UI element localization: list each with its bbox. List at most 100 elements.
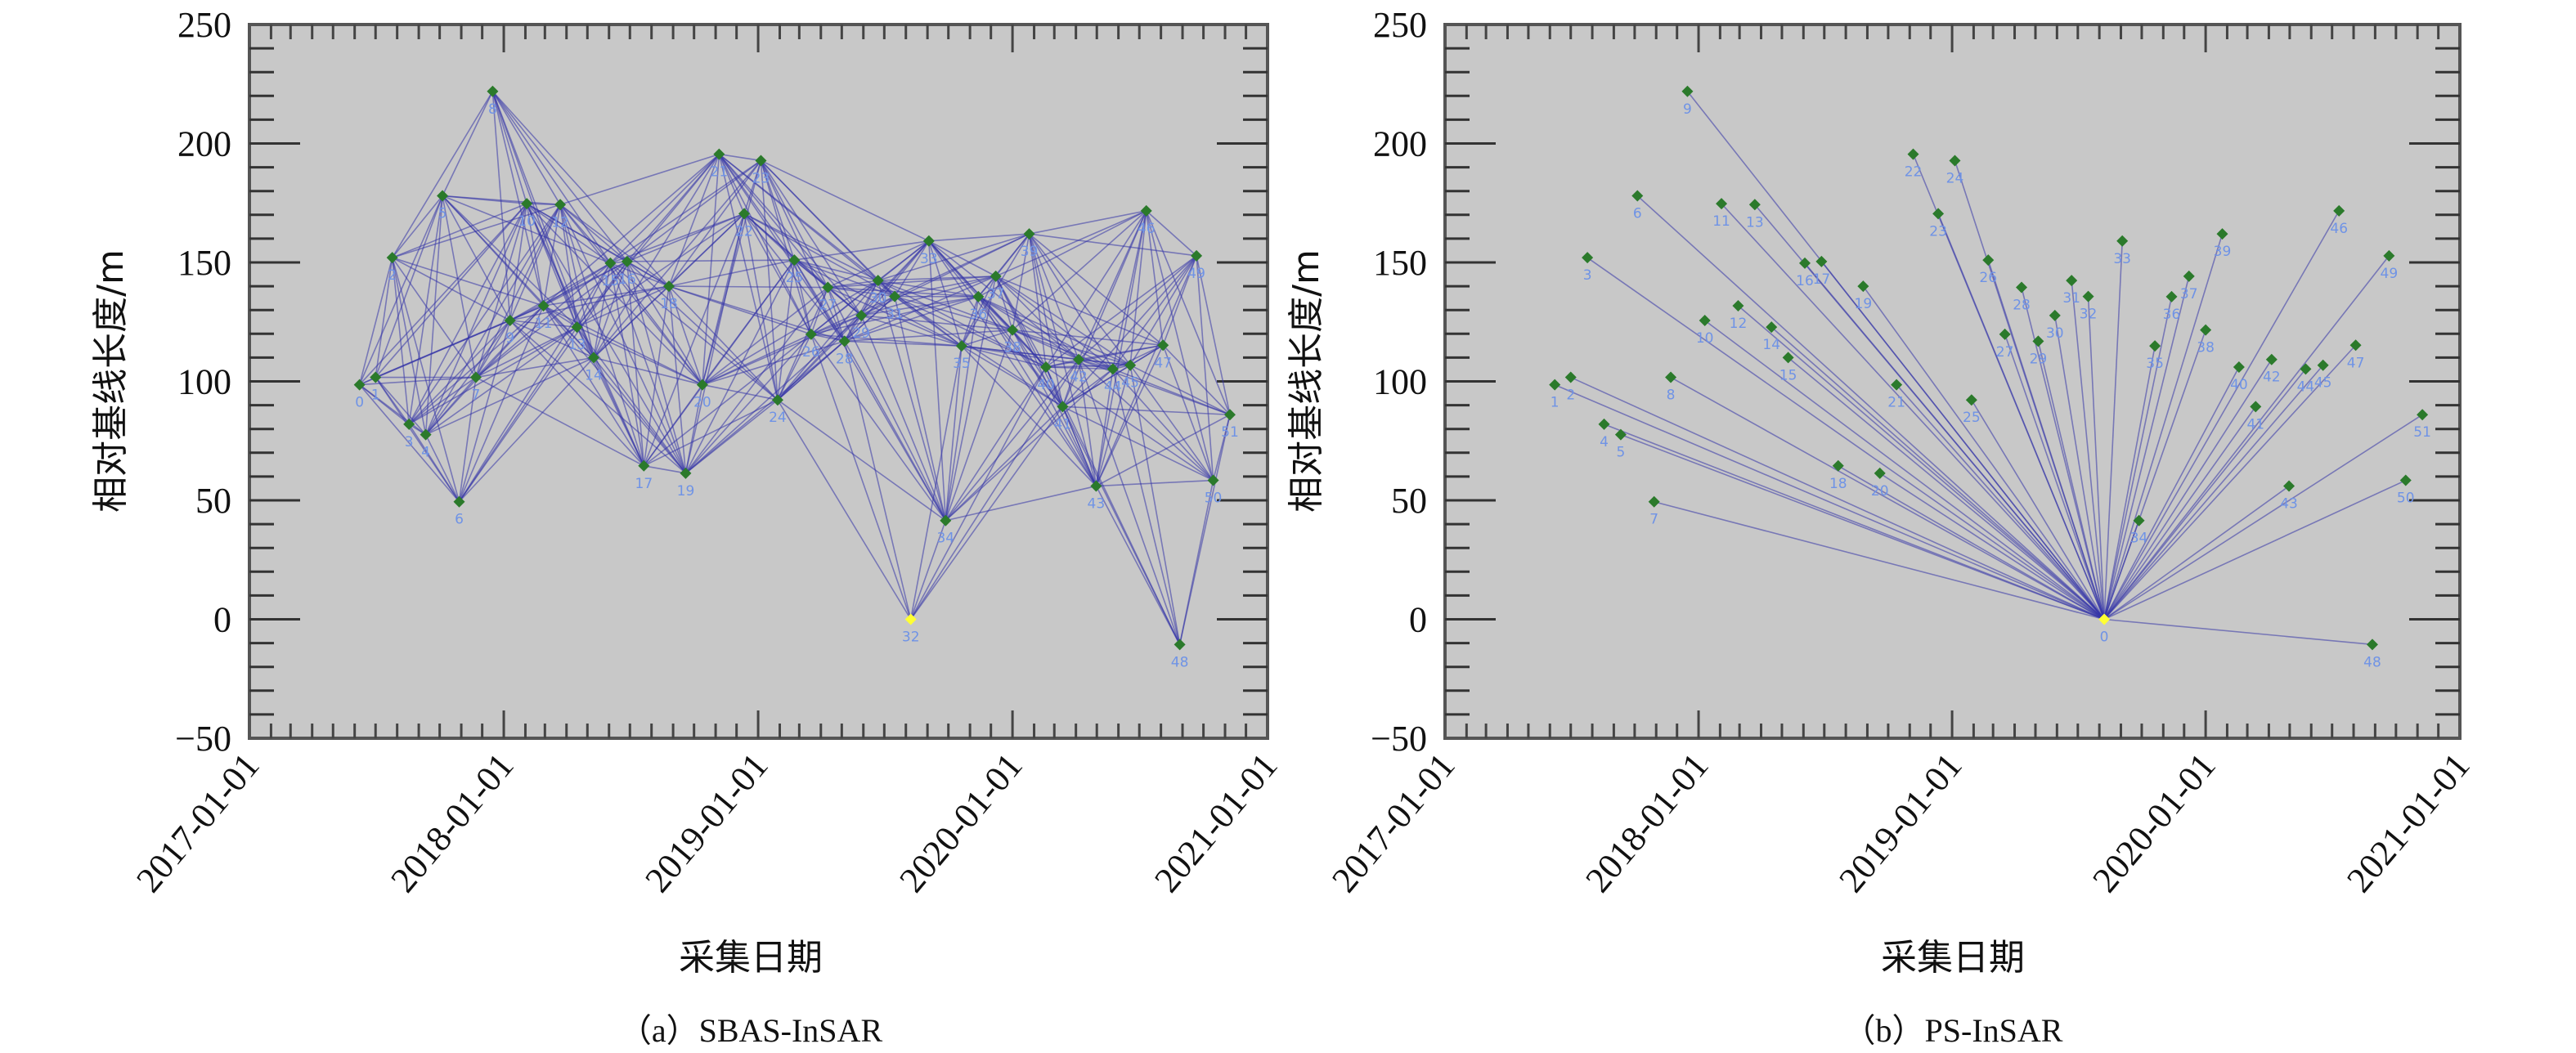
acquisition-point — [1999, 328, 2011, 340]
acquisition-point — [972, 290, 985, 302]
interferogram-edge — [1028, 233, 1114, 370]
point-label: 9 — [505, 330, 514, 347]
point-label: 18 — [1829, 476, 1847, 492]
point-label: 48 — [2363, 654, 2381, 670]
interferogram-edge — [827, 287, 846, 342]
point-label: 28 — [2013, 298, 2031, 314]
interferogram-edge — [2103, 329, 2206, 620]
interferogram-edge — [810, 296, 979, 335]
y-tick-label: 150 — [1373, 243, 1427, 283]
interferogram-edge — [559, 204, 628, 262]
acquisition-point — [889, 290, 901, 302]
interferogram-edge — [358, 257, 393, 385]
interferogram-edge — [794, 240, 929, 261]
point-label: 42 — [2263, 370, 2281, 386]
interferogram-edge — [1112, 369, 1181, 645]
interferogram-edge — [894, 240, 930, 298]
point-label: 45 — [2314, 375, 2332, 392]
interferogram-edge — [425, 326, 577, 436]
interferogram-edge — [718, 154, 779, 401]
interferogram-edge — [668, 154, 720, 287]
interferogram-edge — [542, 305, 687, 474]
point-label: 46 — [1138, 221, 1156, 237]
acquisition-point — [1932, 208, 1945, 220]
point-label: 1 — [371, 388, 380, 404]
interferogram-edge — [1061, 406, 1097, 486]
interferogram-edge — [1129, 365, 1181, 645]
point-label: 21 — [711, 164, 729, 181]
interferogram-edge — [593, 154, 720, 358]
acquisition-point — [403, 418, 415, 430]
edges — [1554, 91, 2423, 646]
point-label: 50 — [1205, 491, 1223, 507]
interferogram-edge — [392, 195, 443, 258]
interferogram-edge — [1620, 433, 2105, 621]
interferogram-edge — [961, 276, 997, 347]
interferogram-edge — [945, 366, 1047, 522]
interferogram-edge — [684, 287, 828, 474]
x-axis-title: 采集日期 — [679, 937, 823, 979]
interferogram-edge — [2103, 276, 2190, 620]
acquisition-point — [1140, 204, 1152, 217]
interferogram-edge — [543, 285, 670, 307]
acquisition-point — [1648, 495, 1660, 508]
point-label: 45 — [1121, 375, 1139, 392]
point-label: 4 — [421, 445, 430, 461]
interferogram-edge — [392, 91, 494, 258]
point-label: 38 — [2197, 340, 2215, 356]
point-label: 47 — [2347, 355, 2365, 371]
y-tick-label: 100 — [1373, 362, 1427, 402]
interferogram-edge — [961, 329, 1013, 347]
interferogram-edge — [610, 262, 670, 287]
interferogram-edge — [375, 377, 427, 436]
interferogram-edge — [593, 356, 703, 386]
interferogram-edge — [702, 259, 796, 386]
point-label: 32 — [2080, 307, 2098, 323]
point-label: 15 — [602, 273, 620, 289]
interferogram-edge — [1029, 210, 1147, 235]
point-label: 0 — [355, 395, 364, 411]
point-label: 32 — [902, 630, 920, 646]
point-label: 15 — [1779, 367, 1797, 383]
interferogram-edge — [684, 340, 846, 474]
interferogram-edge — [760, 160, 846, 342]
point-label: 5 — [438, 206, 447, 222]
x-tick-label: 2017-01-01 — [128, 746, 267, 900]
acquisition-point — [1681, 85, 1694, 97]
interferogram-edge — [877, 280, 979, 298]
acquisition-point — [2200, 324, 2212, 336]
acquisition-point — [2366, 639, 2378, 651]
acquisition-point — [2349, 339, 2362, 352]
interferogram-edge — [702, 154, 720, 385]
point-label: 33 — [920, 251, 938, 267]
interferogram-edge — [1145, 210, 1214, 481]
interferogram-edge — [458, 377, 477, 502]
interferogram-edge — [2103, 255, 2390, 620]
point-label: 49 — [1187, 266, 1205, 282]
point-label: 3 — [1583, 267, 1592, 284]
panel-caption: （b）PS-InSAR — [1843, 1012, 2063, 1049]
interferogram-edge — [945, 276, 997, 521]
interferogram-edge — [995, 276, 1164, 347]
interferogram-edge — [1721, 203, 2105, 621]
acquisition-point — [955, 340, 967, 352]
interferogram-edge — [609, 154, 720, 264]
interferogram-edge — [359, 383, 427, 436]
interferogram-edge — [718, 153, 895, 298]
point-label: 44 — [1104, 379, 1122, 395]
interferogram-edge — [1129, 255, 1197, 366]
point-label: 43 — [2280, 496, 2298, 513]
acquisition-point — [855, 309, 868, 321]
interferogram-edge — [1838, 465, 2105, 621]
interferogram-edge — [577, 213, 745, 328]
interferogram-edge — [1162, 344, 1231, 415]
interferogram-edge — [1078, 359, 1214, 482]
interferogram-edge — [777, 399, 946, 522]
x-tick-label: 2020-01-01 — [2085, 746, 2224, 900]
interferogram-edge — [2103, 479, 2407, 621]
point-label: 35 — [2146, 356, 2164, 372]
y-tick-label: 150 — [177, 243, 231, 283]
interferogram-edge — [843, 341, 912, 620]
acquisition-point — [1766, 321, 1778, 334]
interferogram-edge — [928, 240, 963, 347]
